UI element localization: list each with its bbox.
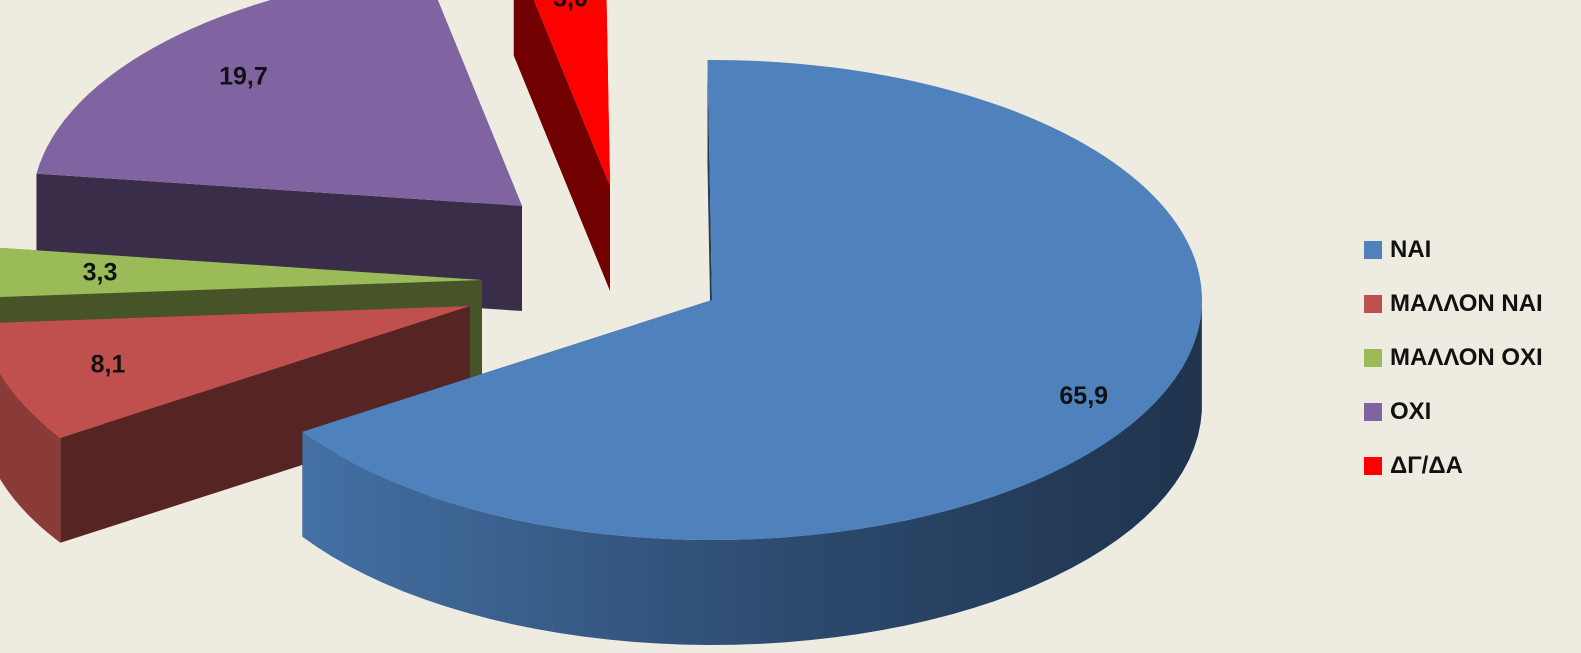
slice-mallon-oxi-top [0, 247, 482, 298]
legend-item-oxi: ΟΧΙ [1364, 398, 1543, 425]
legend-label-nai: ΝΑΙ [1390, 235, 1432, 263]
slice-mallon-nai-rim [0, 373, 61, 543]
label-nai: 65,9 [1059, 382, 1108, 410]
legend-label-dg-da: ΔΓ/ΔΑ [1390, 451, 1463, 479]
slice-mallon-nai-top [0, 306, 470, 438]
slice-nai-rim [302, 305, 1202, 645]
slice-dg-da [513, 0, 610, 291]
legend: ΝΑΙ ΜΑΛΛΟΝ ΝΑΙ ΜΑΛΛΟΝ ΟΧΙ ΟΧΙ ΔΓ/ΔΑ [1364, 236, 1543, 479]
legend-label-mallon-oxi: ΜΑΛΛΟΝ ΟΧΙ [1390, 343, 1543, 371]
legend-swatch-nai [1364, 240, 1382, 259]
label-dg-da: 3,0 [553, 0, 588, 12]
slice-mallon-nai [0, 306, 470, 543]
slice-dg-da-wall [513, 0, 610, 291]
legend-label-mallon-nai: ΜΑΛΛΟΝ ΝΑΙ [1390, 289, 1543, 317]
legend-label-oxi: ΟΧΙ [1390, 397, 1432, 425]
slice-oxi-top [36, 0, 522, 206]
legend-item-mallon-oxi: ΜΑΛΛΟΝ ΟΧΙ [1364, 344, 1543, 371]
legend-swatch-dg-da [1364, 456, 1382, 475]
label-mallon-oxi: 3,3 [83, 259, 118, 287]
slice-nai-top [302, 60, 1203, 541]
label-oxi: 19,7 [219, 62, 268, 90]
legend-swatch-mallon-nai [1364, 294, 1382, 313]
legend-swatch-mallon-oxi [1364, 348, 1382, 367]
legend-item-mallon-nai: ΜΑΛΛΟΝ ΝΑΙ [1364, 290, 1543, 317]
legend-swatch-oxi [1364, 402, 1382, 421]
legend-item-nai: ΝΑΙ [1364, 236, 1543, 263]
legend-item-dg-da: ΔΓ/ΔΑ [1364, 452, 1543, 479]
label-mallon-nai: 8,1 [91, 351, 126, 379]
slice-dg-da-top [533, 0, 610, 186]
slice-nai [302, 60, 1203, 645]
